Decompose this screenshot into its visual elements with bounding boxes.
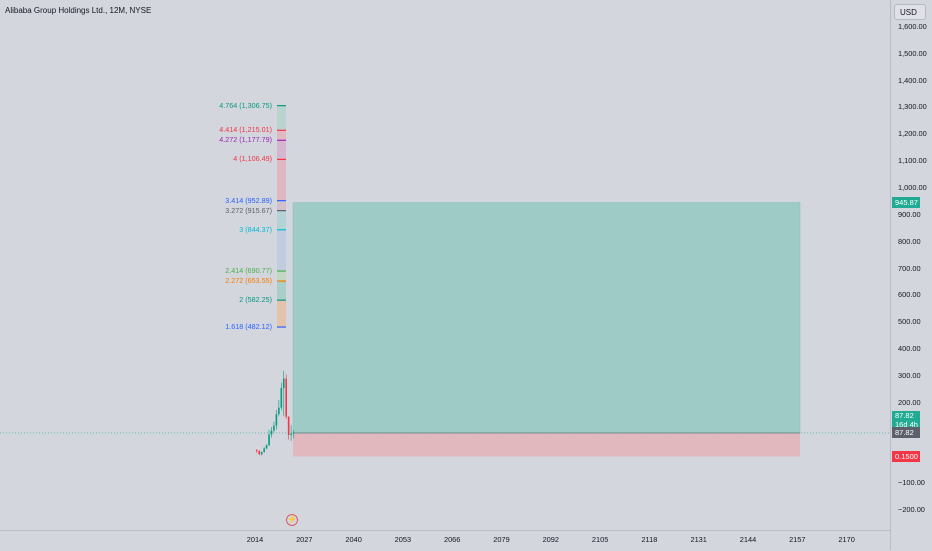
target-price-tag: 945.87 — [892, 197, 920, 209]
time-tick-label: 2092 — [542, 535, 560, 544]
time-tick-label: 2053 — [394, 535, 412, 544]
fib-labels: 4.764 (1,306.75) 4.414 (1,215.01) 4.272 (1… — [0, 0, 272, 525]
time-tick-label: 2040 — [345, 535, 362, 544]
price-tick-label: 1,600.00 — [898, 21, 927, 31]
symbol-title: Alibaba Group Holdings Ltd., 12M, NYSE — [5, 6, 152, 15]
price-tick-label: 1,400.00 — [898, 75, 927, 85]
candle-body — [270, 430, 273, 435]
fib-band — [277, 159, 286, 201]
candle-body — [265, 445, 268, 449]
chart-area[interactable]: 4.764 (1,306.75) 4.414 (1,215.01) 4.272 (1… — [0, 0, 890, 525]
current-price-value: 87.82 — [895, 411, 914, 421]
chart-canvas[interactable] — [0, 0, 890, 530]
fib-level-label: 3.272 (915.67) — [225, 205, 272, 215]
candle-body — [256, 450, 258, 452]
entry-price-tag: 87.82 — [892, 427, 920, 439]
fib-band — [277, 281, 286, 301]
price-tick-label: −200.00 — [898, 505, 925, 515]
fib-band — [277, 200, 286, 211]
time-tick-label: 2027 — [296, 535, 313, 544]
candle-body — [292, 432, 295, 434]
time-tick-label: 2105 — [591, 535, 609, 544]
price-tick-label: 1,500.00 — [898, 48, 927, 58]
flash-icon[interactable]: ⚡ — [286, 514, 298, 526]
time-tick-label: 2118 — [641, 535, 658, 544]
fib-band — [277, 140, 286, 160]
price-tick-label: 900.00 — [898, 209, 921, 219]
profit-zone — [292, 202, 801, 434]
time-tick-label: 2066 — [443, 535, 461, 544]
price-tick-label: 1,100.00 — [898, 156, 927, 166]
fib-level-label: 2 (582.25) — [239, 295, 272, 305]
price-tick-label: 700.00 — [898, 263, 921, 273]
fib-level-label: 3.414 (952.89) — [225, 195, 272, 205]
candle-body — [275, 414, 278, 426]
fib-level-label: 1.618 (482.12) — [225, 322, 272, 332]
price-tick-label: 1,200.00 — [898, 129, 927, 139]
fib-band — [277, 105, 286, 131]
candle-body — [290, 433, 292, 436]
price-tick-label: 500.00 — [898, 317, 921, 327]
candle-body — [280, 388, 283, 408]
fib-band — [277, 130, 286, 141]
time-tick-label: 2157 — [789, 535, 806, 544]
candle-body — [278, 407, 280, 415]
loss-zone — [293, 432, 800, 457]
candle-body — [285, 378, 287, 417]
time-axis[interactable] — [0, 530, 890, 551]
stop-price-tag: 0.1500 — [892, 450, 920, 462]
price-tick-label: 1,000.00 — [898, 183, 927, 192]
fib-level-label: 4.764 (1,306.75) — [219, 100, 272, 110]
fib-level-label: 3 (844.37) — [239, 224, 272, 234]
fib-band — [277, 229, 286, 272]
currency-button[interactable]: USD — [894, 4, 926, 20]
candle-body — [273, 425, 275, 431]
price-tick-label: 300.00 — [898, 370, 921, 380]
candle-body — [260, 451, 263, 455]
fib-level-label: 4.414 (1,215.01) — [219, 125, 272, 135]
price-tick-label: 400.00 — [898, 344, 921, 354]
fib-band — [277, 271, 286, 282]
fib-level-label: 4 (1,106.49) — [233, 154, 272, 164]
price-tick-label: 800.00 — [898, 236, 921, 246]
time-tick-label: 2170 — [838, 535, 855, 544]
time-tick-label: 2014 — [246, 535, 264, 544]
candle-body — [282, 378, 285, 389]
bar-countdown: 16d 4h — [895, 420, 918, 430]
candle-body — [263, 448, 265, 452]
fib-level-label: 2.272 (653.55) — [225, 276, 272, 286]
fib-level-label: 2.414 (690.77) — [225, 266, 272, 276]
current-price-tag: 87.82 16d 4h — [892, 411, 920, 431]
candle-body — [268, 434, 270, 446]
price-tick-label: 1,300.00 — [898, 102, 927, 112]
price-tick-label: 600.00 — [898, 290, 921, 300]
time-tick-label: 2079 — [493, 535, 510, 544]
fib-band — [277, 300, 286, 328]
candle-body — [258, 451, 261, 455]
candle-body — [287, 416, 290, 436]
time-tick-label: 2131 — [690, 535, 707, 544]
fib-band — [277, 210, 286, 230]
fib-level-label: 4.272 (1,177.79) — [219, 135, 272, 145]
time-tick-label: 2144 — [739, 535, 757, 544]
price-tick-label: 200.00 — [898, 397, 921, 407]
price-tick-label: −100.00 — [898, 478, 925, 488]
